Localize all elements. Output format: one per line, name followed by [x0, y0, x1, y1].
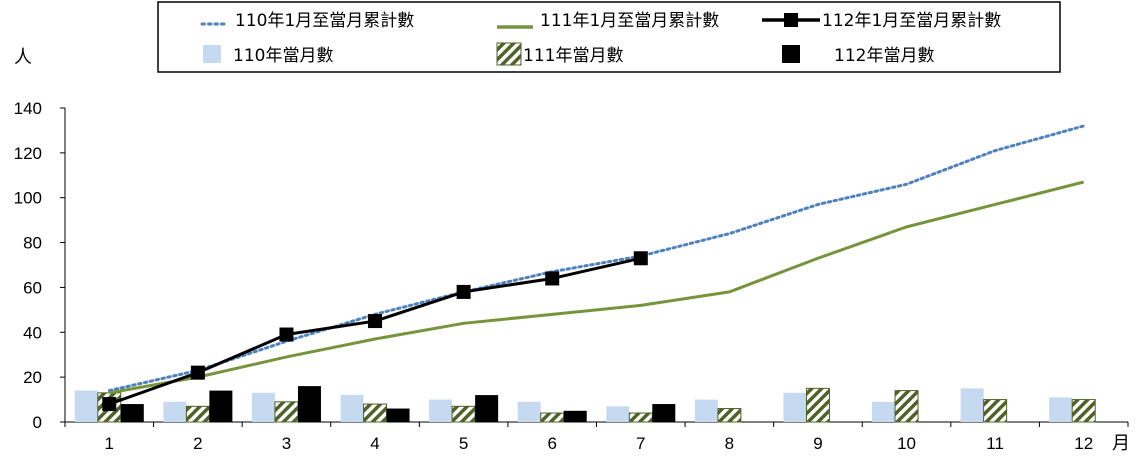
bar-112-month-2 [209, 390, 233, 422]
y-tick-label: 0 [33, 413, 42, 432]
marker-112-month-3 [279, 327, 294, 342]
bar-110-month-2 [163, 401, 187, 422]
y-axis-unit: 人 [14, 47, 32, 68]
legend-label-111-month: 111年當月數 [523, 46, 623, 66]
line-110-cumulative [107, 124, 1086, 393]
bar-110-month-10 [872, 401, 896, 422]
bar-111-month-2 [185, 405, 210, 423]
x-tick-label: 9 [813, 434, 822, 453]
bar-110-month-9 [783, 392, 807, 422]
bar-110-month-6 [517, 401, 541, 422]
bar-111-month-8 [717, 408, 742, 423]
marker-112-month-2 [190, 365, 205, 380]
bar-110-month-8 [694, 399, 718, 422]
bar-111-month-4 [363, 403, 388, 423]
bar-112-month-1 [120, 404, 144, 422]
x-tick-label: 4 [370, 434, 379, 453]
legend-swatch-112-month [782, 45, 800, 63]
marker-112-month-6 [545, 271, 560, 286]
x-tick-label: 6 [547, 434, 556, 453]
x-tick-label: 12 [1074, 434, 1093, 453]
bar-112-month-7 [652, 404, 676, 422]
bar-110-month-4 [340, 395, 364, 422]
legend-label-110-month: 110年當月數 [233, 46, 333, 66]
bar-111-month-10 [894, 390, 919, 423]
legend-label-112-month: 112年當月數 [834, 46, 934, 66]
bar-110-month-1 [74, 390, 98, 422]
x-tick-label: 10 [897, 434, 916, 453]
bar-110-month-3 [251, 392, 275, 422]
line-111-cumulative [109, 180, 1085, 395]
y-tick-label: 100 [14, 189, 42, 208]
bar-111-month-5 [451, 405, 476, 423]
legend: 110年1月至當月累計數 111年1月至當月累計數 112年1月至當月累計數 110年… [157, 1, 1061, 73]
x-axis-unit: 月 [1112, 433, 1130, 454]
legend-label-110-cumulative: 110年1月至當月累計數 [235, 11, 414, 31]
bar-110-month-7 [606, 406, 630, 422]
bar-111-month-11 [983, 399, 1008, 423]
marker-112-month-7 [633, 251, 648, 266]
x-tick-label: 7 [636, 434, 645, 453]
legend-label-111-cumulative: 111年1月至當月累計數 [540, 11, 719, 31]
x-tick-label: 5 [459, 434, 468, 453]
bar-110-month-5 [429, 399, 453, 422]
bar-112-month-4 [386, 408, 410, 422]
y-tick-label: 40 [23, 323, 42, 342]
y-tick-label: 60 [23, 278, 42, 297]
x-tick-label: 3 [282, 434, 291, 453]
bar-111-month-12 [1071, 399, 1096, 423]
bar-112-month-5 [475, 395, 499, 422]
y-tick-label: 140 [14, 99, 42, 118]
legend-swatch-111-month [496, 42, 522, 66]
bar-111-month-7 [628, 412, 653, 423]
x-tick-label: 8 [725, 434, 734, 453]
x-tick-label: 2 [193, 434, 202, 453]
marker-112-month-5 [456, 284, 471, 299]
y-tick-label: 20 [23, 368, 42, 387]
bar-110-month-12 [1049, 397, 1073, 422]
bar-111-month-3 [274, 401, 299, 423]
legend-box [157, 1, 1061, 73]
bar-112-month-6 [563, 410, 587, 422]
legend-label-112-cumulative: 112年1月至當月累計數 [822, 11, 1001, 31]
line-112-cumulative [108, 256, 642, 406]
y-tick-label: 120 [14, 144, 42, 163]
bar-111-month-6 [540, 412, 565, 423]
legend-marker-112 [784, 13, 798, 27]
bar-112-month-3 [297, 386, 321, 422]
legend-swatch-110-month [203, 45, 221, 63]
x-tick-label: 1 [105, 434, 114, 453]
bar-111-month-9 [805, 387, 830, 423]
marker-112-month-1 [102, 397, 117, 412]
y-tick-label: 80 [23, 234, 42, 253]
marker-112-month-4 [368, 314, 383, 329]
x-tick-label: 11 [986, 434, 1004, 453]
bar-110-month-11 [960, 388, 984, 422]
